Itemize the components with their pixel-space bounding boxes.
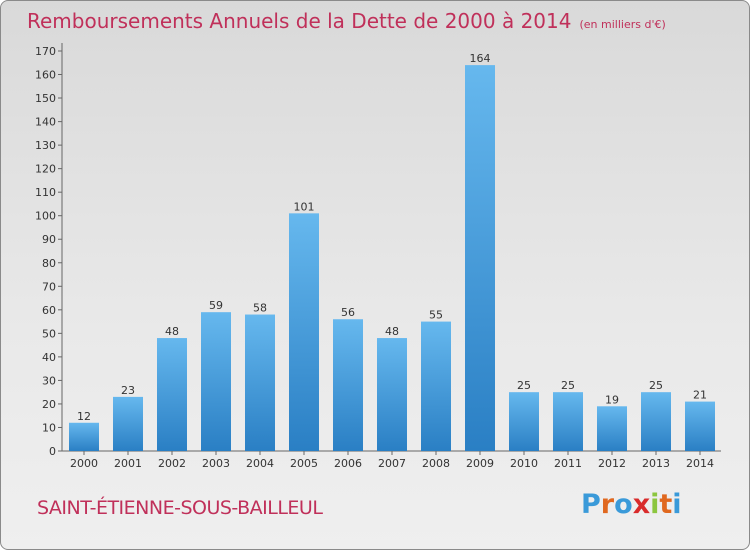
- x-tick-label: 2010: [510, 457, 538, 470]
- y-tick-label: 120: [35, 163, 56, 176]
- bar-value-label: 12: [77, 410, 91, 423]
- y-tick-label: 60: [42, 304, 56, 317]
- chart-bars: 12 23 48 59 58 101 56 48 55 164 25 25 19 25 21: [69, 52, 715, 451]
- bar-value-label: 55: [429, 309, 443, 322]
- bar-2014: [685, 401, 715, 451]
- bar-2002: [157, 338, 187, 451]
- bar-value-label: 25: [517, 379, 531, 392]
- bar-2010: [509, 392, 539, 451]
- y-tick-label: 20: [42, 398, 56, 411]
- x-tick-label: 2006: [334, 457, 362, 470]
- x-tick-label: 2001: [114, 457, 142, 470]
- y-tick-label: 0: [49, 445, 56, 458]
- y-tick-label: 150: [35, 92, 56, 105]
- bar-value-label: 48: [385, 325, 399, 338]
- y-tick-label: 40: [42, 351, 56, 364]
- logo-letter: i: [672, 489, 682, 520]
- x-tick-label: 2002: [158, 457, 186, 470]
- bar-value-label: 59: [209, 299, 223, 312]
- bar-2007: [377, 338, 407, 451]
- logo-letter: r: [600, 489, 615, 520]
- x-tick-label: 2000: [70, 457, 98, 470]
- proxiti-logo: Proxiti: [581, 489, 682, 520]
- y-tick-label: 110: [35, 186, 56, 199]
- y-tick-label: 160: [35, 69, 56, 82]
- logo-letter: x: [632, 489, 651, 520]
- bar-value-label: 21: [693, 389, 707, 402]
- x-tick-label: 2005: [290, 457, 318, 470]
- y-tick-label: 170: [35, 45, 56, 58]
- x-tick-label: 2014: [686, 457, 714, 470]
- bar-2013: [641, 392, 671, 451]
- y-tick-label: 100: [35, 210, 56, 223]
- logo-letter: o: [614, 489, 633, 520]
- chart-title-text: Remboursements Annuels de la Dette de 20…: [27, 9, 572, 33]
- chart-title-unit: (en milliers d'€): [579, 18, 666, 31]
- bar-2012: [597, 406, 627, 451]
- bar-value-label: 25: [649, 379, 663, 392]
- y-tick-label: 10: [42, 421, 56, 434]
- y-tick-label: 130: [35, 139, 56, 152]
- logo-letter: i: [650, 489, 660, 520]
- bar-2005: [289, 213, 319, 451]
- logo-letter: t: [659, 489, 673, 520]
- bar-2008: [421, 321, 451, 451]
- x-tick-label: 2008: [422, 457, 450, 470]
- bar-value-label: 23: [121, 384, 135, 397]
- y-tick-label: 30: [42, 374, 56, 387]
- bar-2001: [113, 396, 143, 451]
- y-tick-label: 90: [42, 233, 56, 246]
- y-tick-label: 70: [42, 280, 56, 293]
- bar-value-label: 48: [165, 325, 179, 338]
- bar-value-label: 19: [605, 393, 619, 406]
- chart-title: Remboursements Annuels de la Dette de 20…: [27, 9, 666, 33]
- bar-value-label: 25: [561, 379, 575, 392]
- bar-2003: [201, 312, 231, 451]
- chart-axes: 0 10 20 30 40 50 60 70 80 90 100 110 120 130 140 150 160…: [35, 43, 721, 470]
- x-tick-label: 2012: [598, 457, 626, 470]
- x-tick-label: 2004: [246, 457, 274, 470]
- x-tick-label: 2011: [554, 457, 582, 470]
- bar-2011: [553, 392, 583, 451]
- y-tick-label: 80: [42, 257, 56, 270]
- bar-value-label: 58: [253, 302, 267, 315]
- bar-2000: [69, 422, 99, 451]
- y-tick-label: 50: [42, 327, 56, 340]
- bar-2006: [333, 319, 363, 451]
- x-tick-label: 2009: [466, 457, 494, 470]
- commune-name: SAINT-ÉTIENNE-SOUS-BAILLEUL: [37, 497, 323, 519]
- x-tick-label: 2003: [202, 457, 230, 470]
- y-tick-label: 140: [35, 116, 56, 129]
- bar-2009: [465, 65, 495, 451]
- x-tick-label: 2013: [642, 457, 670, 470]
- bar-value-label: 164: [470, 52, 491, 65]
- bar-value-label: 56: [341, 306, 355, 319]
- logo-letter: P: [581, 489, 601, 520]
- bar-value-label: 101: [294, 200, 315, 213]
- x-tick-label: 2007: [378, 457, 406, 470]
- bar-2004: [245, 314, 275, 451]
